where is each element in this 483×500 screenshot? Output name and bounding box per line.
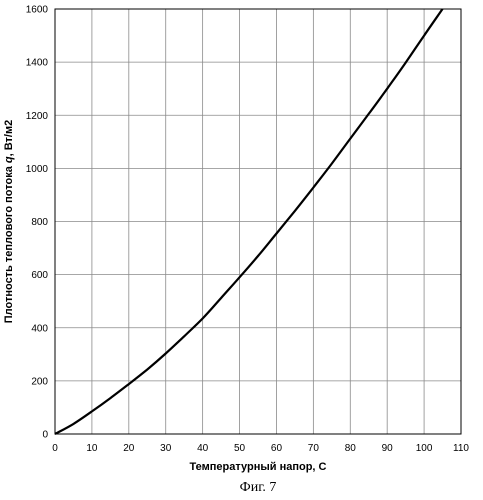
y-tick-label: 400 — [31, 323, 48, 334]
y-axis-title-unit: , Вт/м2 — [3, 120, 15, 157]
x-tick-labels: 0 10 20 30 40 50 60 70 80 90 100 110 — [52, 443, 469, 454]
y-tick-label: 1200 — [26, 111, 49, 122]
horizontal-gridlines — [55, 62, 461, 381]
x-tick-label: 20 — [123, 443, 135, 454]
x-tick-label: 110 — [453, 443, 469, 454]
x-tick-label: 0 — [52, 443, 58, 454]
y-tick-labels: 0 200 400 600 800 1000 1200 1400 1600 — [26, 5, 49, 441]
x-tick-label: 100 — [416, 443, 433, 454]
y-tick-label: 1400 — [26, 58, 49, 69]
x-axis-title: Температурный напор, С — [190, 461, 327, 473]
y-axis-title: Плотность теплового потока q, Вт/м2 — [3, 120, 15, 323]
x-tick-label: 30 — [160, 443, 172, 454]
y-tick-label: 200 — [31, 376, 48, 387]
x-tick-label: 90 — [382, 443, 394, 454]
x-tick-label: 60 — [271, 443, 283, 454]
x-tick-label: 10 — [86, 443, 98, 454]
y-tick-label: 1600 — [26, 5, 49, 16]
x-tick-label: 80 — [345, 443, 357, 454]
x-tick-label: 40 — [197, 443, 209, 454]
y-axis-title-text: Плотность теплового потока — [3, 163, 15, 323]
y-tick-label: 600 — [31, 270, 48, 281]
x-tick-label: 50 — [234, 443, 246, 454]
y-tick-label: 1000 — [26, 164, 49, 175]
y-tick-label: 0 — [42, 430, 48, 441]
y-tick-label: 800 — [31, 217, 48, 228]
x-tick-label: 70 — [308, 443, 320, 454]
figure-caption: Фиг. 7 — [240, 480, 277, 495]
